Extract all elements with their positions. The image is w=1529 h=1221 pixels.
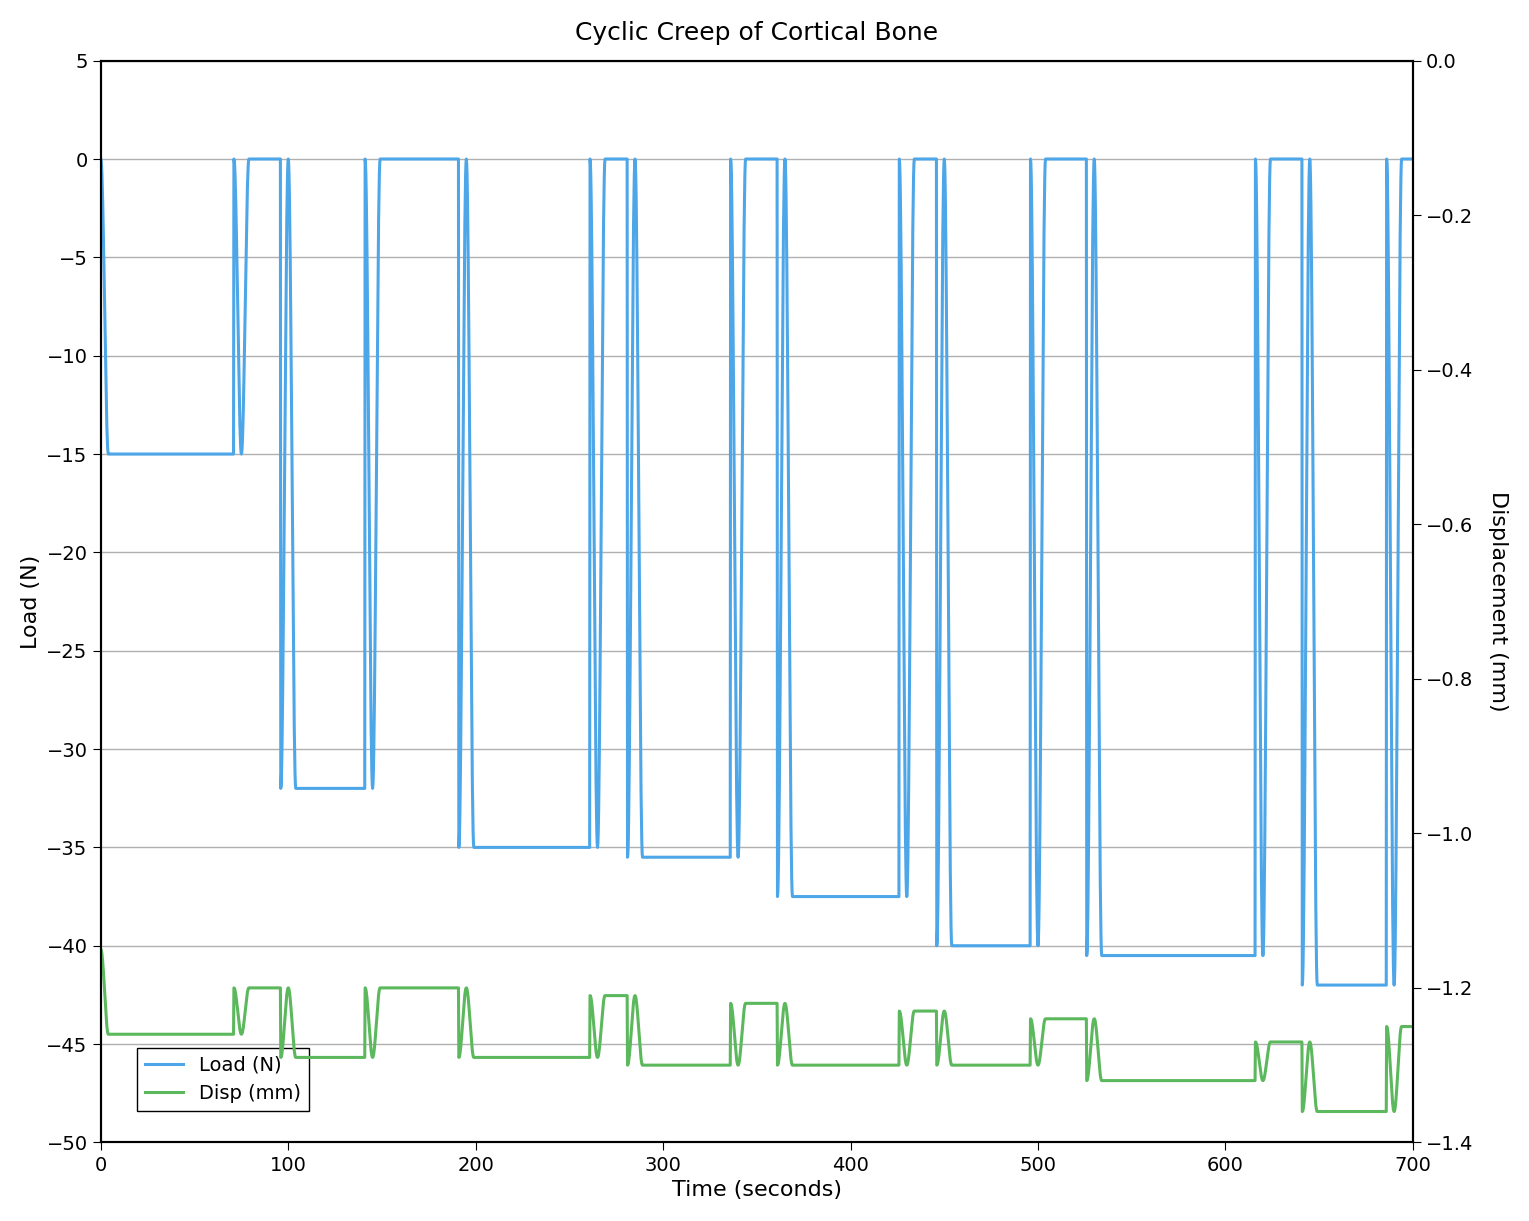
Load (N) [310,781,329,796]
Load (N) [92,151,110,166]
Legend: Load (N), Disp (mm): Load (N), Disp (mm) [136,1048,309,1111]
Line: Disp (mm): Disp (mm) [101,949,1413,1111]
Disp (mm) [381,980,399,995]
Line: Load (N): Load (N) [101,159,1413,985]
Disp (mm) [1404,1020,1422,1034]
Load (N) [576,840,595,855]
Disp (mm) [396,980,414,995]
Y-axis label: Load (N): Load (N) [21,554,41,648]
Load (N) [1404,151,1422,166]
Load (N) [1398,151,1416,166]
Disp (mm) [576,1050,595,1065]
Title: Cyclic Creep of Cortical Bone: Cyclic Creep of Cortical Bone [575,21,939,45]
Disp (mm) [92,941,110,956]
Load (N) [1294,978,1312,993]
Load (N) [396,151,414,166]
Y-axis label: Displacement (mm): Displacement (mm) [1488,491,1508,712]
Disp (mm) [683,1057,702,1072]
Load (N) [381,151,399,166]
Load (N) [683,850,702,864]
Disp (mm) [310,1050,329,1065]
X-axis label: Time (seconds): Time (seconds) [671,1181,842,1200]
Disp (mm) [1294,1104,1312,1118]
Disp (mm) [1398,1020,1416,1034]
